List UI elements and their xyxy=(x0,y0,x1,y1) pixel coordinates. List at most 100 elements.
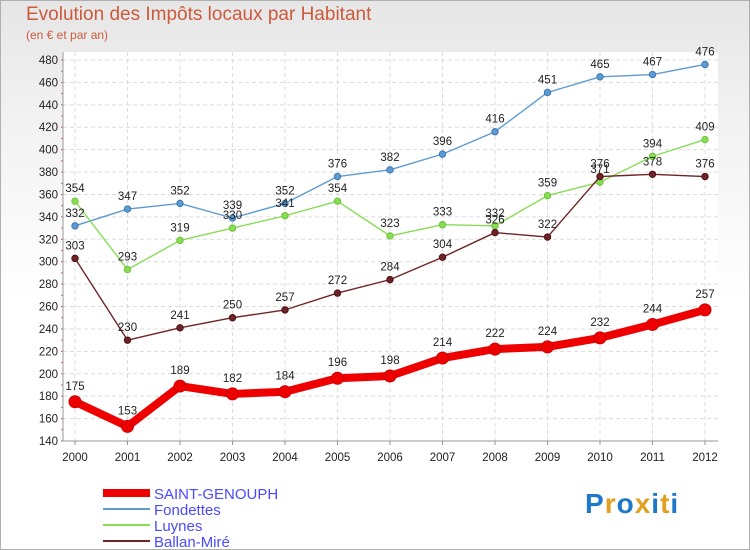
data-label: 352 xyxy=(170,185,189,197)
y-tick-label: 480 xyxy=(39,55,58,67)
data-point xyxy=(333,197,342,205)
data-point xyxy=(593,331,607,345)
x-tick-label: 2002 xyxy=(167,452,193,464)
data-label: 244 xyxy=(643,303,663,315)
x-tick-label: 2006 xyxy=(377,452,403,464)
data-point xyxy=(701,60,709,69)
data-point xyxy=(123,205,132,213)
legend-label: Ballan-Miré xyxy=(154,534,230,550)
data-point xyxy=(71,197,79,205)
data-label: 232 xyxy=(590,317,609,329)
data-label: 396 xyxy=(433,136,452,148)
y-tick-label: 280 xyxy=(39,279,58,291)
data-point xyxy=(176,199,184,208)
logo-letter: i xyxy=(670,488,680,519)
data-label: 371 xyxy=(590,164,609,176)
data-point xyxy=(698,303,712,317)
data-point xyxy=(543,233,552,241)
data-point xyxy=(543,88,552,97)
data-point xyxy=(386,232,394,240)
y-tick-label: 440 xyxy=(39,100,58,112)
data-point xyxy=(701,135,709,144)
x-tick-label: 2012 xyxy=(692,452,718,464)
data-label: 359 xyxy=(538,178,557,190)
data-label: 332 xyxy=(65,208,84,220)
y-tick-label: 340 xyxy=(39,212,58,224)
data-label: 409 xyxy=(695,122,714,134)
logo-letter: x xyxy=(634,488,652,519)
y-tick-label: 380 xyxy=(39,167,58,179)
data-label: 222 xyxy=(485,328,504,340)
legend-label: SAINT-GENOUPH xyxy=(154,486,278,503)
y-tick-label: 260 xyxy=(39,302,58,314)
data-label: 326 xyxy=(485,215,504,227)
data-label: 198 xyxy=(380,355,399,367)
x-tick-label: 2001 xyxy=(115,452,141,464)
data-label: 153 xyxy=(118,405,137,417)
x-tick-label: 2011 xyxy=(640,452,665,464)
axes: 140 160 180 200 220 240 260 280 300 320 340 360 380 4… xyxy=(39,52,718,464)
data-label: 196 xyxy=(328,357,347,369)
data-label: 293 xyxy=(118,252,137,264)
data-label: 303 xyxy=(65,240,84,252)
data-point xyxy=(176,236,184,245)
data-point xyxy=(71,254,79,263)
data-label: 333 xyxy=(433,207,452,219)
data-label: 341 xyxy=(275,198,294,210)
data-label: 182 xyxy=(223,373,242,385)
logo-letter: t xyxy=(660,488,671,519)
data-label: 224 xyxy=(538,326,558,338)
y-tick-label: 300 xyxy=(39,257,58,269)
data-label: 476 xyxy=(695,46,714,58)
data-point xyxy=(228,314,237,322)
data-label: 382 xyxy=(380,152,399,164)
data-label: 284 xyxy=(380,262,400,274)
data-point xyxy=(488,342,502,356)
chart-title: Evolution des Impôts locaux par Habitant xyxy=(26,4,372,25)
data-point xyxy=(226,387,239,401)
grid xyxy=(63,52,718,442)
data-point xyxy=(491,128,499,136)
data-label: 354 xyxy=(328,183,348,195)
data-label: 214 xyxy=(433,337,453,349)
data-label: 250 xyxy=(223,300,242,312)
data-point xyxy=(333,289,342,297)
data-point xyxy=(176,324,184,332)
y-tick-label: 160 xyxy=(39,414,58,426)
data-point xyxy=(541,340,554,354)
data-point xyxy=(68,395,82,409)
data-label: 332 xyxy=(485,208,504,220)
data-label: 352 xyxy=(275,185,294,197)
x-tick-label: 2008 xyxy=(482,452,508,464)
data-point xyxy=(123,265,132,274)
data-point xyxy=(386,275,394,284)
logo-letter: r xyxy=(604,488,617,519)
data-label: 175 xyxy=(65,381,84,393)
x-tick-label: 2010 xyxy=(587,452,613,464)
data-labels: 175 153 189 182 184 196 198 214 222 224 232 244 257 3… xyxy=(65,46,714,417)
data-label: 257 xyxy=(275,292,294,304)
data-point xyxy=(121,419,134,433)
y-tick-label: 460 xyxy=(39,77,58,89)
data-label: 376 xyxy=(590,159,609,171)
x-tick-label: 2003 xyxy=(220,452,246,464)
data-label: 339 xyxy=(223,200,242,212)
logo-letter: o xyxy=(616,488,635,519)
y-tick-label: 420 xyxy=(39,122,58,134)
data-point xyxy=(543,191,552,200)
data-point xyxy=(278,385,292,399)
data-point xyxy=(123,336,132,344)
x-tick-label: 2005 xyxy=(325,452,351,464)
logo-letter: P xyxy=(585,488,605,519)
legend-label: Luynes xyxy=(154,518,202,535)
proxiti-logo: Proxiti xyxy=(585,488,679,520)
logo-letter: i xyxy=(651,488,661,519)
y-tick-label: 180 xyxy=(39,391,58,403)
data-point xyxy=(596,172,604,181)
data-label: 451 xyxy=(538,74,557,86)
data-label: 467 xyxy=(643,57,662,69)
data-point xyxy=(383,369,397,383)
data-point xyxy=(436,351,449,365)
